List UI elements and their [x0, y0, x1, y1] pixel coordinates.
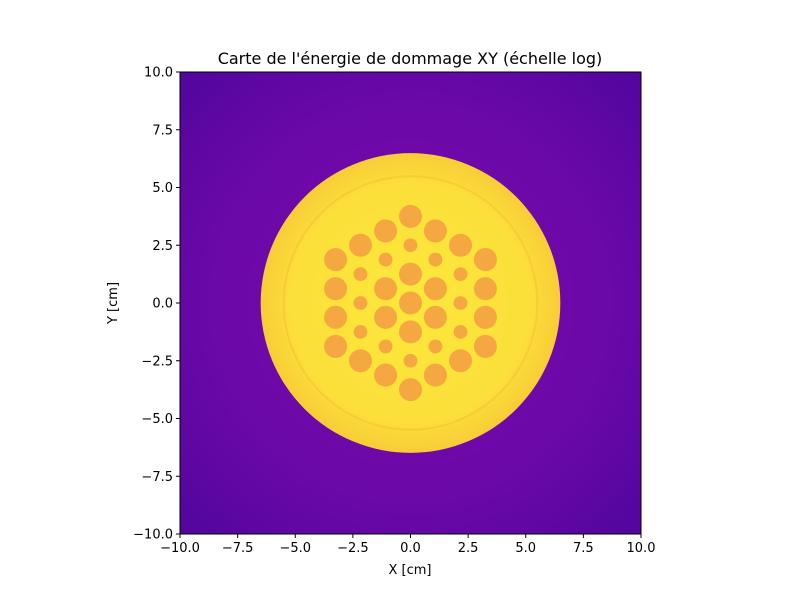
rod-mark [324, 334, 348, 358]
y-tick-label: 0.0 [152, 297, 173, 312]
rod-mark [348, 349, 373, 373]
y-tick-label: −10.0 [133, 528, 173, 543]
rod-mark [374, 305, 398, 329]
y-axis-ticks: −10.0 −7.5 −5.0 −2.5 0.0 2.5 5.0 7.5 10.0 [133, 66, 180, 543]
x-axis-label: X [cm] [389, 563, 432, 578]
rod-mark [398, 291, 423, 315]
x-tick-label: 10.0 [627, 541, 656, 556]
rod-mark [473, 305, 497, 329]
x-tick-label: 5.0 [515, 541, 536, 556]
rod-mark [324, 277, 348, 301]
rod-mark [353, 324, 368, 339]
chart-title: Carte de l'énergie de dommage XY (échell… [218, 49, 603, 68]
y-tick-label: 5.0 [152, 181, 173, 196]
y-tick-label: 2.5 [152, 239, 173, 254]
rod-mark [353, 296, 368, 310]
heatmap-structures [260, 153, 561, 453]
rod-mark [428, 339, 443, 354]
x-tick-label: 7.5 [573, 541, 594, 556]
rod-mark [473, 334, 497, 358]
rod-mark [324, 305, 348, 329]
y-tick-label: −5.0 [141, 412, 173, 427]
rod-mark [378, 252, 393, 267]
rod-mark [403, 238, 418, 253]
rod-mark [398, 204, 423, 228]
x-tick-label: 2.5 [458, 541, 479, 556]
rod-mark [398, 262, 423, 286]
rod-mark [448, 349, 473, 373]
rod-mark [353, 267, 368, 282]
y-tick-label: 10.0 [144, 66, 173, 81]
rod-mark [348, 233, 373, 257]
rod-mark [378, 339, 393, 354]
x-tick-label: −2.5 [337, 541, 369, 556]
rod-mark [398, 378, 423, 402]
x-tick-label: −10.0 [160, 541, 200, 556]
rod-mark [324, 248, 348, 272]
rod-mark [448, 233, 473, 257]
rod-mark [473, 277, 497, 301]
rod-mark [374, 277, 398, 301]
rod-mark [473, 248, 497, 272]
y-tick-label: −2.5 [141, 354, 173, 369]
plot-area [180, 72, 641, 534]
x-axis-ticks: −10.0 −7.5 −5.0 −2.5 0.0 2.5 5.0 7.5 10.0 [160, 534, 655, 556]
y-tick-label: 7.5 [152, 123, 173, 138]
rod-mark [453, 324, 468, 339]
rod-mark [453, 267, 468, 282]
rod-mark [428, 252, 443, 267]
rod-mark [423, 219, 447, 243]
rod-mark [374, 363, 398, 387]
rod-mark [423, 305, 447, 329]
rod-mark [403, 353, 418, 368]
rod-mark [453, 296, 468, 310]
rod-mark [398, 320, 423, 344]
y-tick-label: −7.5 [141, 470, 173, 485]
inner-ring [282, 175, 539, 431]
y-axis-label: Y [cm] [106, 282, 121, 325]
rod-mark [374, 219, 398, 243]
x-tick-label: −5.0 [279, 541, 311, 556]
x-tick-label: −7.5 [222, 541, 254, 556]
rod-mark [423, 363, 447, 387]
x-tick-label: 0.0 [400, 541, 421, 556]
rod-mark [423, 277, 447, 301]
